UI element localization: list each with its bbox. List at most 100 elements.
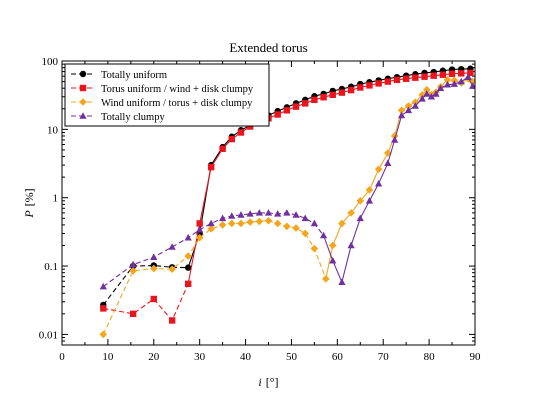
data-point — [397, 106, 406, 115]
legend-label: Totally clumpy — [101, 112, 165, 123]
data-point — [184, 264, 192, 271]
data-point — [227, 219, 236, 228]
data-point — [264, 216, 273, 225]
y-axis-variable: P — [22, 210, 36, 219]
legend-label: Torus uniform / wind + disk clumpy — [101, 84, 254, 95]
data-point — [418, 94, 426, 102]
data-point — [255, 217, 264, 226]
x-tick-label: 10 — [102, 351, 114, 363]
data-point — [292, 103, 300, 110]
data-point — [100, 305, 107, 312]
data-point — [432, 90, 440, 97]
data-point — [430, 72, 437, 79]
legend: Totally uniform Torus uniform / wind + di… — [64, 63, 270, 127]
data-point — [384, 149, 392, 157]
x-tick-label: 80 — [424, 351, 436, 363]
data-point — [274, 210, 282, 217]
data-point — [283, 209, 291, 216]
data-point — [129, 260, 137, 268]
data-point — [457, 77, 465, 85]
series-line-solid — [325, 78, 473, 279]
data-point — [320, 94, 327, 101]
data-point — [458, 70, 465, 77]
series-4 — [99, 73, 475, 290]
data-point — [411, 102, 419, 109]
x-tick-label: 60 — [332, 351, 344, 363]
data-point — [129, 267, 137, 275]
data-point — [184, 252, 192, 260]
data-point — [255, 209, 263, 216]
data-point — [99, 330, 108, 339]
x-tick-label: 50 — [286, 351, 298, 363]
y-tick-label: 100 — [42, 56, 59, 68]
y-tick-label: 10 — [47, 124, 59, 136]
data-point — [448, 70, 456, 77]
data-point — [218, 221, 227, 229]
data-point — [404, 106, 413, 114]
data-point — [246, 123, 254, 130]
data-point — [310, 244, 319, 253]
y-tick-label: 1 — [53, 193, 59, 205]
data-point — [365, 197, 374, 204]
data-point — [228, 135, 235, 143]
data-point — [310, 219, 318, 227]
data-point — [228, 212, 236, 219]
data-point — [375, 179, 383, 187]
data-point — [184, 233, 192, 241]
data-point — [99, 282, 107, 290]
data-point — [196, 225, 204, 233]
data-point — [347, 209, 355, 217]
data-point — [356, 197, 365, 205]
data-point — [412, 74, 419, 81]
data-point — [397, 111, 406, 119]
data-point — [207, 225, 215, 233]
data-point — [439, 71, 447, 78]
data-point — [338, 219, 346, 228]
data-point — [292, 211, 300, 218]
legend-marker — [79, 70, 87, 78]
data-point — [338, 89, 346, 96]
series-2 — [100, 69, 474, 324]
data-point — [467, 69, 474, 77]
data-point — [207, 219, 215, 227]
y-tick-label: 0.1 — [44, 261, 58, 273]
legend-marker — [79, 84, 87, 92]
data-point — [150, 295, 157, 303]
y-axis-label: P [%] — [22, 188, 36, 218]
data-point — [301, 229, 310, 238]
data-point — [423, 90, 431, 97]
data-point — [168, 265, 176, 273]
data-point — [443, 76, 452, 84]
data-point — [328, 241, 337, 250]
data-point — [366, 82, 373, 89]
data-point — [237, 219, 245, 228]
data-point — [402, 75, 410, 82]
series-line-dashed — [103, 283, 189, 322]
data-point — [347, 86, 355, 94]
legend-box — [64, 63, 270, 127]
data-point — [423, 85, 431, 94]
data-point — [237, 129, 245, 136]
data-point — [184, 280, 192, 288]
data-point — [319, 231, 328, 239]
data-point — [237, 211, 245, 218]
data-point — [168, 317, 176, 324]
data-point — [283, 107, 291, 114]
data-point — [246, 218, 254, 226]
series-line-dashed — [102, 264, 189, 306]
data-point — [273, 219, 282, 228]
x-axis-label: i [°] — [258, 375, 278, 389]
plot-series — [99, 65, 475, 339]
data-point — [436, 84, 445, 92]
data-point — [219, 145, 226, 152]
data-point — [129, 310, 137, 318]
data-point — [347, 241, 355, 249]
data-point — [357, 84, 364, 91]
data-point — [374, 165, 383, 174]
data-point — [246, 210, 254, 217]
data-point — [427, 92, 436, 100]
series-line-solid — [323, 76, 474, 284]
data-point — [292, 224, 300, 232]
data-point — [356, 214, 364, 222]
data-point — [283, 222, 291, 231]
